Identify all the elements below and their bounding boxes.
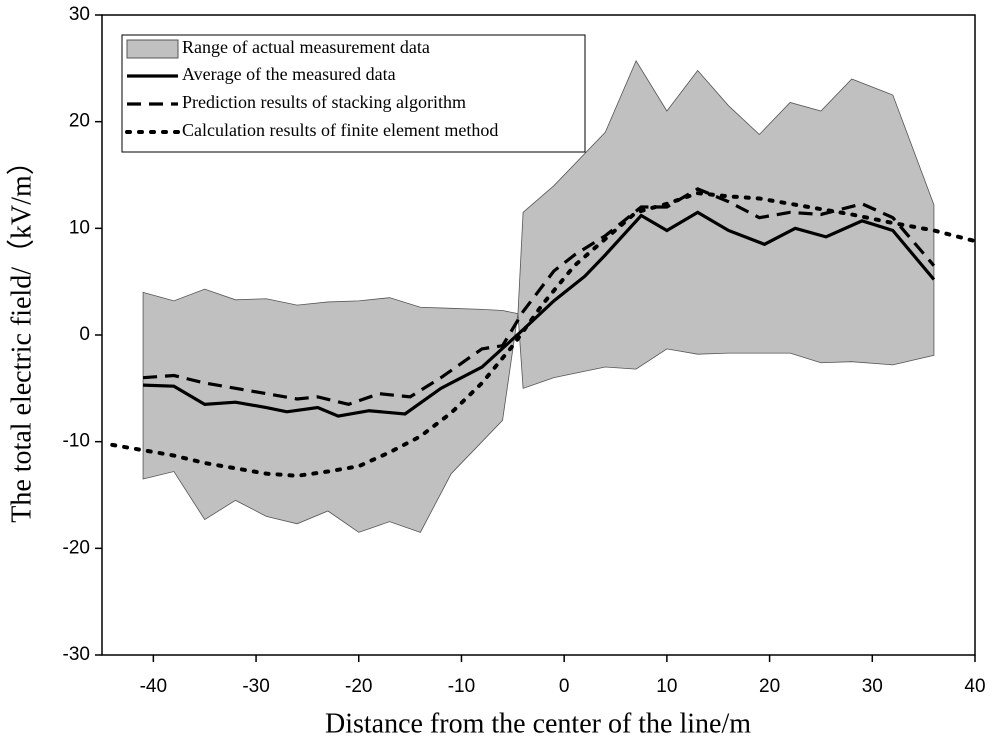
- x-tick-label: -40: [140, 676, 167, 697]
- series-line: [143, 210, 936, 418]
- x-tick-label: 20: [759, 676, 780, 697]
- x-tick-label: -10: [448, 676, 475, 697]
- legend-label: Range of actual measurement data: [182, 37, 430, 57]
- x-tick-label: 30: [862, 676, 883, 697]
- y-tick-label: -20: [63, 537, 90, 558]
- y-tick-label: 0: [79, 324, 90, 345]
- series-line: [142, 187, 936, 406]
- legend-swatch: [126, 39, 179, 59]
- x-tick-label: 10: [656, 676, 677, 697]
- legend-label: Average of the measured data: [182, 64, 396, 84]
- x-axis-label: Distance from the center of the line/m: [325, 708, 751, 739]
- x-tick-label: -30: [242, 676, 269, 697]
- x-tick-label: -20: [345, 676, 372, 697]
- y-tick-label: -10: [63, 431, 90, 452]
- y-tick-label: 30: [69, 4, 90, 25]
- legend-label: Prediction results of stacking algorithm: [182, 92, 466, 112]
- y-tick-label: 20: [69, 111, 90, 132]
- series-line: [110, 191, 977, 478]
- legend-label: Calculation results of finite element me…: [182, 120, 498, 140]
- y-axis-label: The total electric field/（kV/m）: [5, 147, 37, 523]
- y-tick-label: -30: [63, 644, 90, 665]
- legend-box: [121, 34, 586, 153]
- y-tick-label: 10: [69, 217, 90, 238]
- x-tick-label: 0: [559, 676, 570, 697]
- x-tick-label: 40: [964, 676, 985, 697]
